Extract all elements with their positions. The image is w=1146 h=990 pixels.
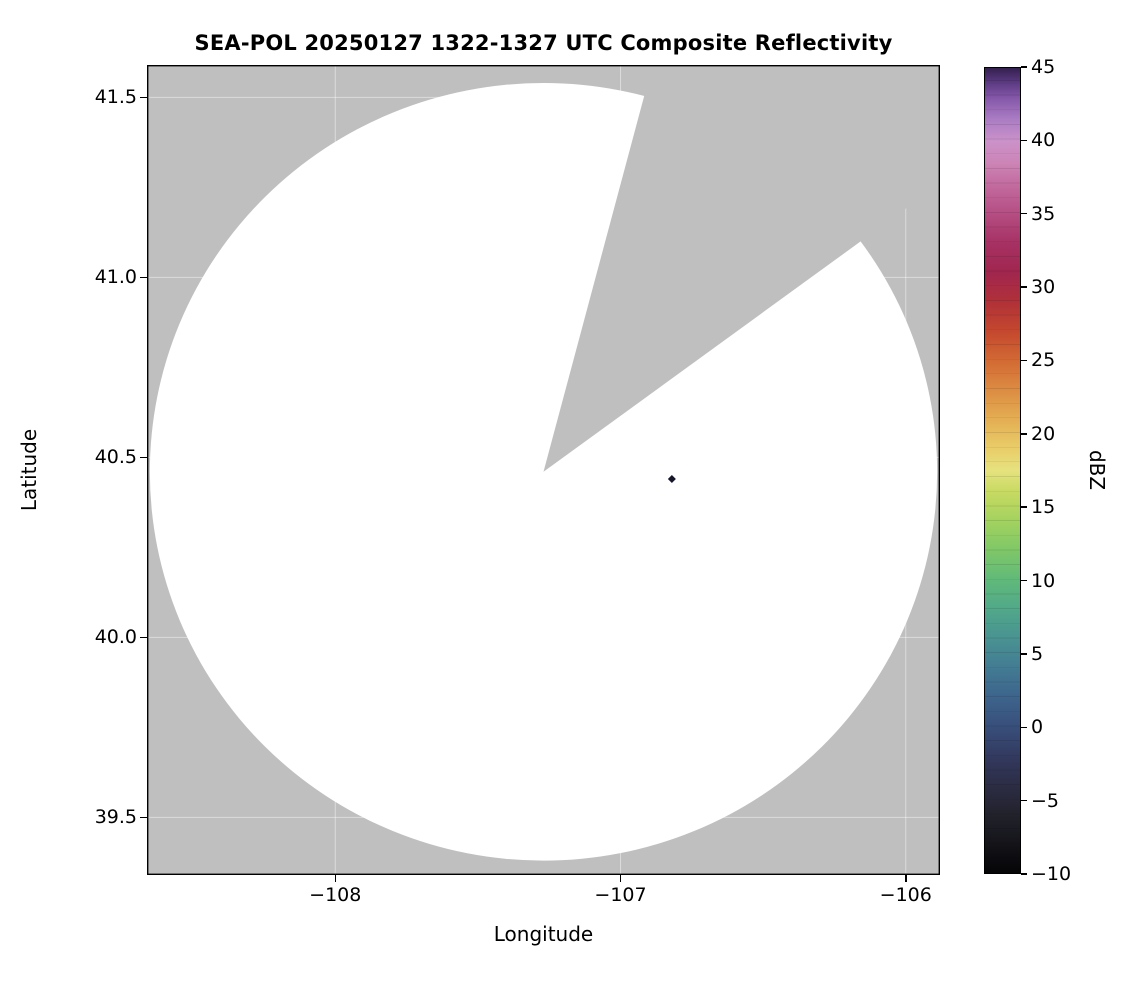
y-tick-mark <box>140 456 147 459</box>
colorbar-label: dBZ <box>1085 449 1109 491</box>
y-tick-label: 40.0 <box>94 626 137 649</box>
colorbar-tick-mark <box>1021 66 1027 68</box>
y-axis-label: Latitude <box>17 428 41 512</box>
x-axis-label: Longitude <box>493 922 594 946</box>
blocked-sector <box>543 65 940 472</box>
radar-scan-plot <box>147 65 940 875</box>
colorbar-tick-label: 10 <box>1031 569 1056 592</box>
colorbar-tick-label: 20 <box>1031 422 1056 445</box>
y-tick-label: 39.5 <box>94 806 137 829</box>
y-tick-mark <box>140 816 147 819</box>
chart-title: SEA-POL 20250127 1322-1327 UTC Composite… <box>194 31 893 55</box>
x-tick-mark <box>334 875 337 882</box>
colorbar-tick-label: 5 <box>1031 642 1044 665</box>
colorbar-tick-mark <box>1021 433 1027 435</box>
plot-area <box>147 65 940 875</box>
colorbar-tick-label: 45 <box>1031 56 1056 78</box>
y-tick-label: 40.5 <box>94 446 137 469</box>
colorbar-tick-mark <box>1021 286 1027 288</box>
x-tick-label: −108 <box>309 884 362 906</box>
colorbar-tick-mark <box>1021 873 1027 875</box>
colorbar-tick-label: 25 <box>1031 349 1056 372</box>
x-tick-mark <box>619 875 622 882</box>
colorbar-tick-mark <box>1021 579 1027 582</box>
colorbar-tick-mark <box>1021 799 1027 802</box>
colorbar-tick-mark <box>1021 212 1027 215</box>
colorbar-tick-label: 40 <box>1031 129 1056 152</box>
colorbar-gradient <box>985 68 1020 873</box>
radar-echo-marker <box>667 475 676 483</box>
colorbar-tick-label: 30 <box>1031 276 1056 299</box>
colorbar-tick-label: 0 <box>1031 716 1044 739</box>
colorbar-tick-label: −10 <box>1031 863 1072 885</box>
colorbar-tick-mark <box>1021 726 1027 729</box>
colorbar <box>984 67 1021 874</box>
colorbar-tick-mark <box>1021 359 1027 362</box>
y-tick-mark <box>140 96 147 99</box>
colorbar-tick-mark <box>1021 506 1027 508</box>
y-tick-mark <box>140 276 147 279</box>
x-tick-mark <box>905 875 907 882</box>
colorbar-tick-label: 15 <box>1031 496 1056 519</box>
y-tick-label: 41.5 <box>94 86 137 109</box>
colorbar-tick-label: −5 <box>1031 789 1060 812</box>
x-tick-label: −106 <box>879 884 932 906</box>
colorbar-tick-mark <box>1021 139 1027 142</box>
y-tick-label: 41.0 <box>94 266 137 289</box>
y-tick-mark <box>140 636 147 639</box>
colorbar-tick-mark <box>1021 653 1027 655</box>
x-tick-label: −107 <box>594 884 647 906</box>
colorbar-band-lines <box>985 68 1020 873</box>
colorbar-tick-label: 35 <box>1031 202 1056 225</box>
